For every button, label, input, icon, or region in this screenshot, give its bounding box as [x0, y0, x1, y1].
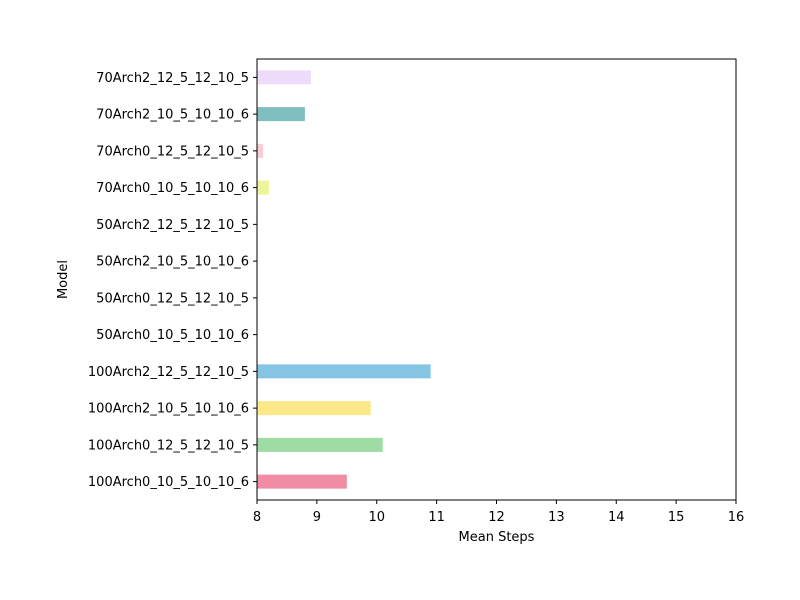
y-axis-ticks: 100Arch0_10_5_10_10_6 100Arch0_12_5_12_10…	[88, 71, 257, 490]
bar	[257, 364, 431, 379]
x-tick-label: 16	[728, 510, 745, 525]
y-tick-label: 50Arch0_10_5_10_10_6	[96, 328, 249, 343]
bar	[257, 70, 311, 85]
y-tick-label: 50Arch0_12_5_12_10_5	[96, 291, 249, 306]
y-tick-label: 100Arch0_10_5_10_10_6	[88, 475, 249, 490]
plot-frame	[256, 58, 737, 501]
bar	[257, 401, 371, 416]
x-tick-label: 8	[253, 510, 261, 525]
x-axis-label: Mean Steps	[459, 530, 535, 545]
y-tick-label: 70Arch2_10_5_10_10_6	[96, 108, 249, 123]
x-tick-label: 13	[548, 510, 565, 525]
bar	[257, 143, 263, 158]
bar	[257, 107, 305, 122]
y-tick-label: 70Arch0_12_5_12_10_5	[96, 144, 249, 159]
y-tick-label: 100Arch2_10_5_10_10_6	[88, 402, 249, 417]
bar	[257, 180, 269, 195]
y-tick-label: 70Arch2_12_5_12_10_5	[96, 71, 249, 86]
y-tick-label: 100Arch2_12_5_12_10_5	[88, 365, 249, 380]
y-axis-label: Model	[56, 260, 71, 299]
bar	[257, 474, 347, 489]
x-tick-label: 15	[668, 510, 685, 525]
x-tick-label: 11	[428, 510, 445, 525]
x-tick-label: 10	[368, 510, 385, 525]
x-tick-label: 9	[313, 510, 321, 525]
x-tick-label: 12	[488, 510, 505, 525]
x-axis-ticks: 8 9 10 11 12 13 14 15 16	[253, 500, 744, 525]
bar	[257, 437, 383, 452]
x-tick-label: 14	[608, 510, 625, 525]
y-tick-label: 70Arch0_10_5_10_10_6	[96, 181, 249, 196]
y-tick-label: 50Arch2_10_5_10_10_6	[96, 255, 249, 270]
y-tick-label: 100Arch0_12_5_12_10_5	[88, 438, 249, 453]
y-tick-label: 50Arch2_12_5_12_10_5	[96, 218, 249, 233]
bars-group	[257, 70, 431, 489]
